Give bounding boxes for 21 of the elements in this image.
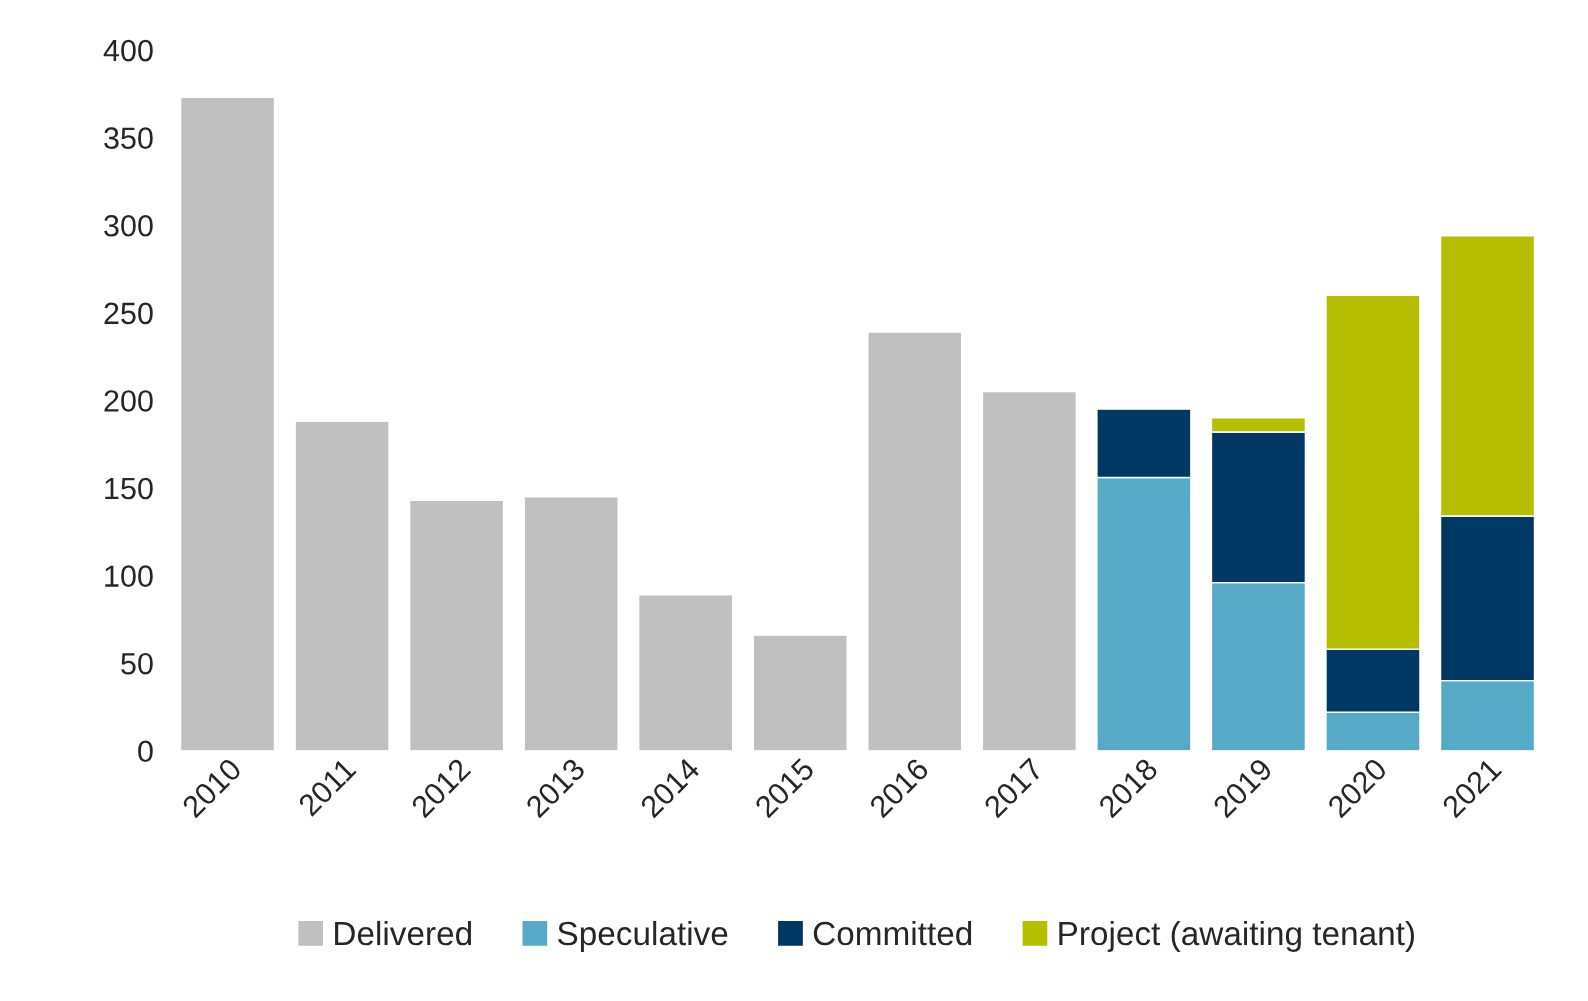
bar (981, 390, 1077, 751)
legend-label: Delivered (335, 920, 471, 946)
y-tick-label: 50 (121, 652, 153, 675)
bar (523, 496, 619, 751)
bar (638, 594, 734, 751)
y-tick-label: 300 (104, 214, 153, 237)
y-tick-label: 200 (104, 390, 153, 412)
bar (408, 499, 505, 751)
bar (752, 634, 848, 751)
legend-label: Speculative (557, 920, 728, 952)
y-tick-label: 150 (105, 477, 153, 500)
legend-label: Project (awaiting tenant) (1059, 920, 1414, 952)
y-tick-label: 350 (104, 127, 153, 150)
y-tick-label: 250 (104, 302, 153, 325)
legend-label: Committed (813, 920, 972, 946)
bar (179, 96, 276, 751)
y-tick-label: 100 (105, 565, 153, 587)
y-tick-label: 400 (103, 39, 153, 62)
bar (294, 420, 390, 751)
y-tick-label: 0 (138, 740, 153, 763)
bar (867, 331, 963, 751)
